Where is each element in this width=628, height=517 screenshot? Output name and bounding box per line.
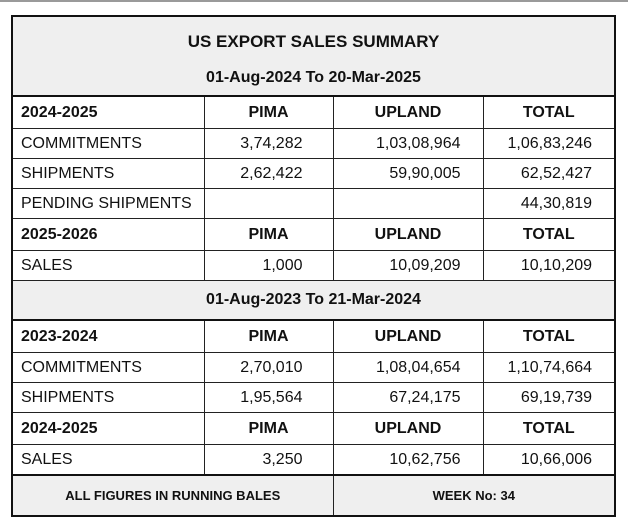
upland-value: 67,24,175 bbox=[332, 382, 484, 413]
table-row: COMMITMENTS 2,70,010 1,08,04,654 1,10,74… bbox=[11, 352, 616, 383]
season-label: 2024-2025 bbox=[11, 95, 205, 129]
total-value: 10,66,006 bbox=[482, 444, 616, 476]
season-label: 2025-2026 bbox=[11, 218, 205, 251]
col-pima: PIMA bbox=[203, 218, 334, 251]
upland-value bbox=[332, 188, 484, 219]
total-value: 69,19,739 bbox=[482, 382, 616, 413]
col-upland: UPLAND bbox=[332, 412, 484, 445]
table-row: SALES 1,000 10,09,209 10,10,209 bbox=[11, 250, 616, 281]
row-label: SALES bbox=[11, 444, 205, 476]
col-upland: UPLAND bbox=[332, 319, 484, 353]
col-total: TOTAL bbox=[482, 95, 616, 129]
row-label: COMMITMENTS bbox=[11, 352, 205, 383]
header-row: 2023-2024 PIMA UPLAND TOTAL bbox=[11, 319, 616, 353]
total-value: 1,06,83,246 bbox=[482, 128, 616, 159]
pima-value: 3,74,282 bbox=[203, 128, 334, 159]
upland-value: 1,03,08,964 bbox=[332, 128, 484, 159]
col-total: TOTAL bbox=[482, 412, 616, 445]
pima-value: 1,95,564 bbox=[203, 382, 334, 413]
export-sales-table: US EXPORT SALES SUMMARY 01-Aug-2024 To 2… bbox=[11, 15, 617, 517]
row-label: SALES bbox=[11, 250, 205, 281]
season-label: 2024-2025 bbox=[11, 412, 205, 445]
table-row: PENDING SHIPMENTS 44,30,819 bbox=[11, 188, 616, 219]
upland-value: 1,08,04,654 bbox=[332, 352, 484, 383]
total-value: 44,30,819 bbox=[482, 188, 616, 219]
row-label: PENDING SHIPMENTS bbox=[11, 188, 205, 219]
header-row: 2024-2025 PIMA UPLAND TOTAL bbox=[11, 95, 616, 129]
upland-value: 59,90,005 bbox=[332, 158, 484, 189]
table-row: SHIPMENTS 2,62,422 59,90,005 62,52,427 bbox=[11, 158, 616, 189]
row-label: SHIPMENTS bbox=[11, 158, 205, 189]
top-divider bbox=[0, 0, 628, 2]
pima-value: 1,000 bbox=[203, 250, 334, 281]
col-upland: UPLAND bbox=[332, 218, 484, 251]
col-total: TOTAL bbox=[482, 319, 616, 353]
upland-value: 10,62,756 bbox=[332, 444, 484, 476]
pima-value: 3,250 bbox=[203, 444, 334, 476]
row-label: SHIPMENTS bbox=[11, 382, 205, 413]
table-row: COMMITMENTS 3,74,282 1,03,08,964 1,06,83… bbox=[11, 128, 616, 159]
season-label: 2023-2024 bbox=[11, 319, 205, 353]
pima-value: 2,70,010 bbox=[203, 352, 334, 383]
col-pima: PIMA bbox=[203, 412, 334, 445]
header-row: 2024-2025 PIMA UPLAND TOTAL bbox=[11, 412, 616, 445]
total-value: 1,10,74,664 bbox=[482, 352, 616, 383]
total-value: 62,52,427 bbox=[482, 158, 616, 189]
table-title: US EXPORT SALES SUMMARY bbox=[11, 15, 616, 60]
footer-row: ALL FIGURES IN RUNNING BALES WEEK No: 34 bbox=[11, 474, 616, 517]
col-upland: UPLAND bbox=[332, 95, 484, 129]
table-row: SALES 3,250 10,62,756 10,66,006 bbox=[11, 444, 616, 476]
header-row: 2025-2026 PIMA UPLAND TOTAL bbox=[11, 218, 616, 251]
units-note: ALL FIGURES IN RUNNING BALES bbox=[11, 474, 334, 517]
pima-value: 2,62,422 bbox=[203, 158, 334, 189]
pima-value bbox=[203, 188, 334, 219]
col-pima: PIMA bbox=[203, 95, 334, 129]
col-pima: PIMA bbox=[203, 319, 334, 353]
previous-period: 01-Aug-2023 To 21-Mar-2024 bbox=[11, 280, 616, 321]
row-label: COMMITMENTS bbox=[11, 128, 205, 159]
upland-value: 10,09,209 bbox=[332, 250, 484, 281]
table-row: SHIPMENTS 1,95,564 67,24,175 69,19,739 bbox=[11, 382, 616, 413]
week-number: WEEK No: 34 bbox=[332, 474, 616, 517]
total-value: 10,10,209 bbox=[482, 250, 616, 281]
current-period: 01-Aug-2024 To 20-Mar-2025 bbox=[11, 60, 616, 97]
col-total: TOTAL bbox=[482, 218, 616, 251]
